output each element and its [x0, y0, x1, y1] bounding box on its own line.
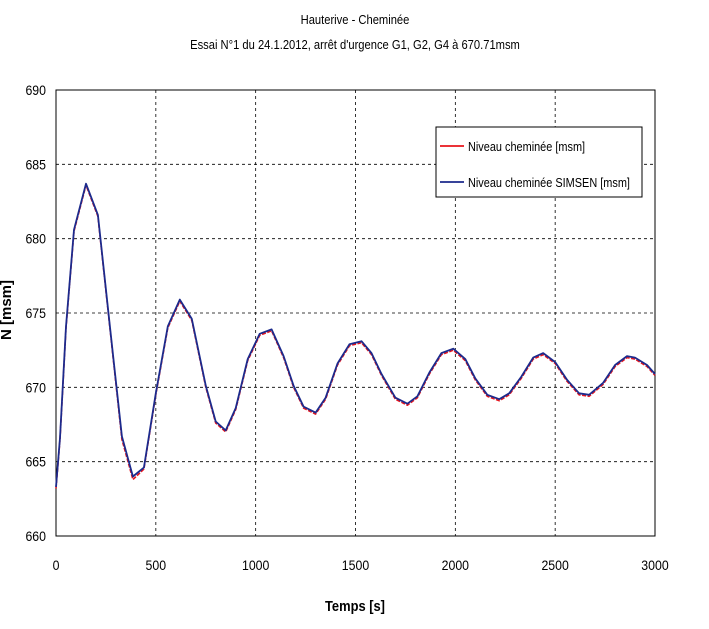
legend-box — [435, 126, 643, 198]
series-line-2 — [55, 182, 656, 487]
legend-label-2: Niveau cheminée SIMSEN [msm] — [468, 175, 630, 190]
x-tick-label: 1500 — [342, 557, 369, 573]
y-tick-label: 685 — [25, 157, 46, 173]
y-tick-label: 690 — [25, 82, 46, 98]
y-tick-label: 670 — [25, 380, 46, 396]
x-tick-label: 2500 — [541, 557, 568, 573]
y-tick-label: 660 — [25, 528, 46, 544]
x-tick-label: 500 — [146, 557, 167, 573]
x-axis-label: Temps [s] — [325, 598, 385, 615]
chart-title: Hauterive - Cheminée — [300, 12, 410, 27]
x-tick-label: 0 — [53, 557, 60, 573]
chart-subtitle: Essai N°1 du 24.1.2012, arrêt d'urgence … — [190, 37, 520, 52]
x-tick-label: 2000 — [442, 557, 469, 573]
x-tick-label: 3000 — [641, 557, 668, 573]
x-tick-label: 1000 — [242, 557, 269, 573]
y-tick-label: 680 — [25, 231, 46, 247]
y-axis-label: N [msm] — [0, 279, 15, 340]
y-tick-label: 675 — [25, 305, 46, 321]
y-tick-label: 665 — [25, 454, 46, 470]
legend-label-1: Niveau cheminée [msm] — [468, 139, 585, 154]
